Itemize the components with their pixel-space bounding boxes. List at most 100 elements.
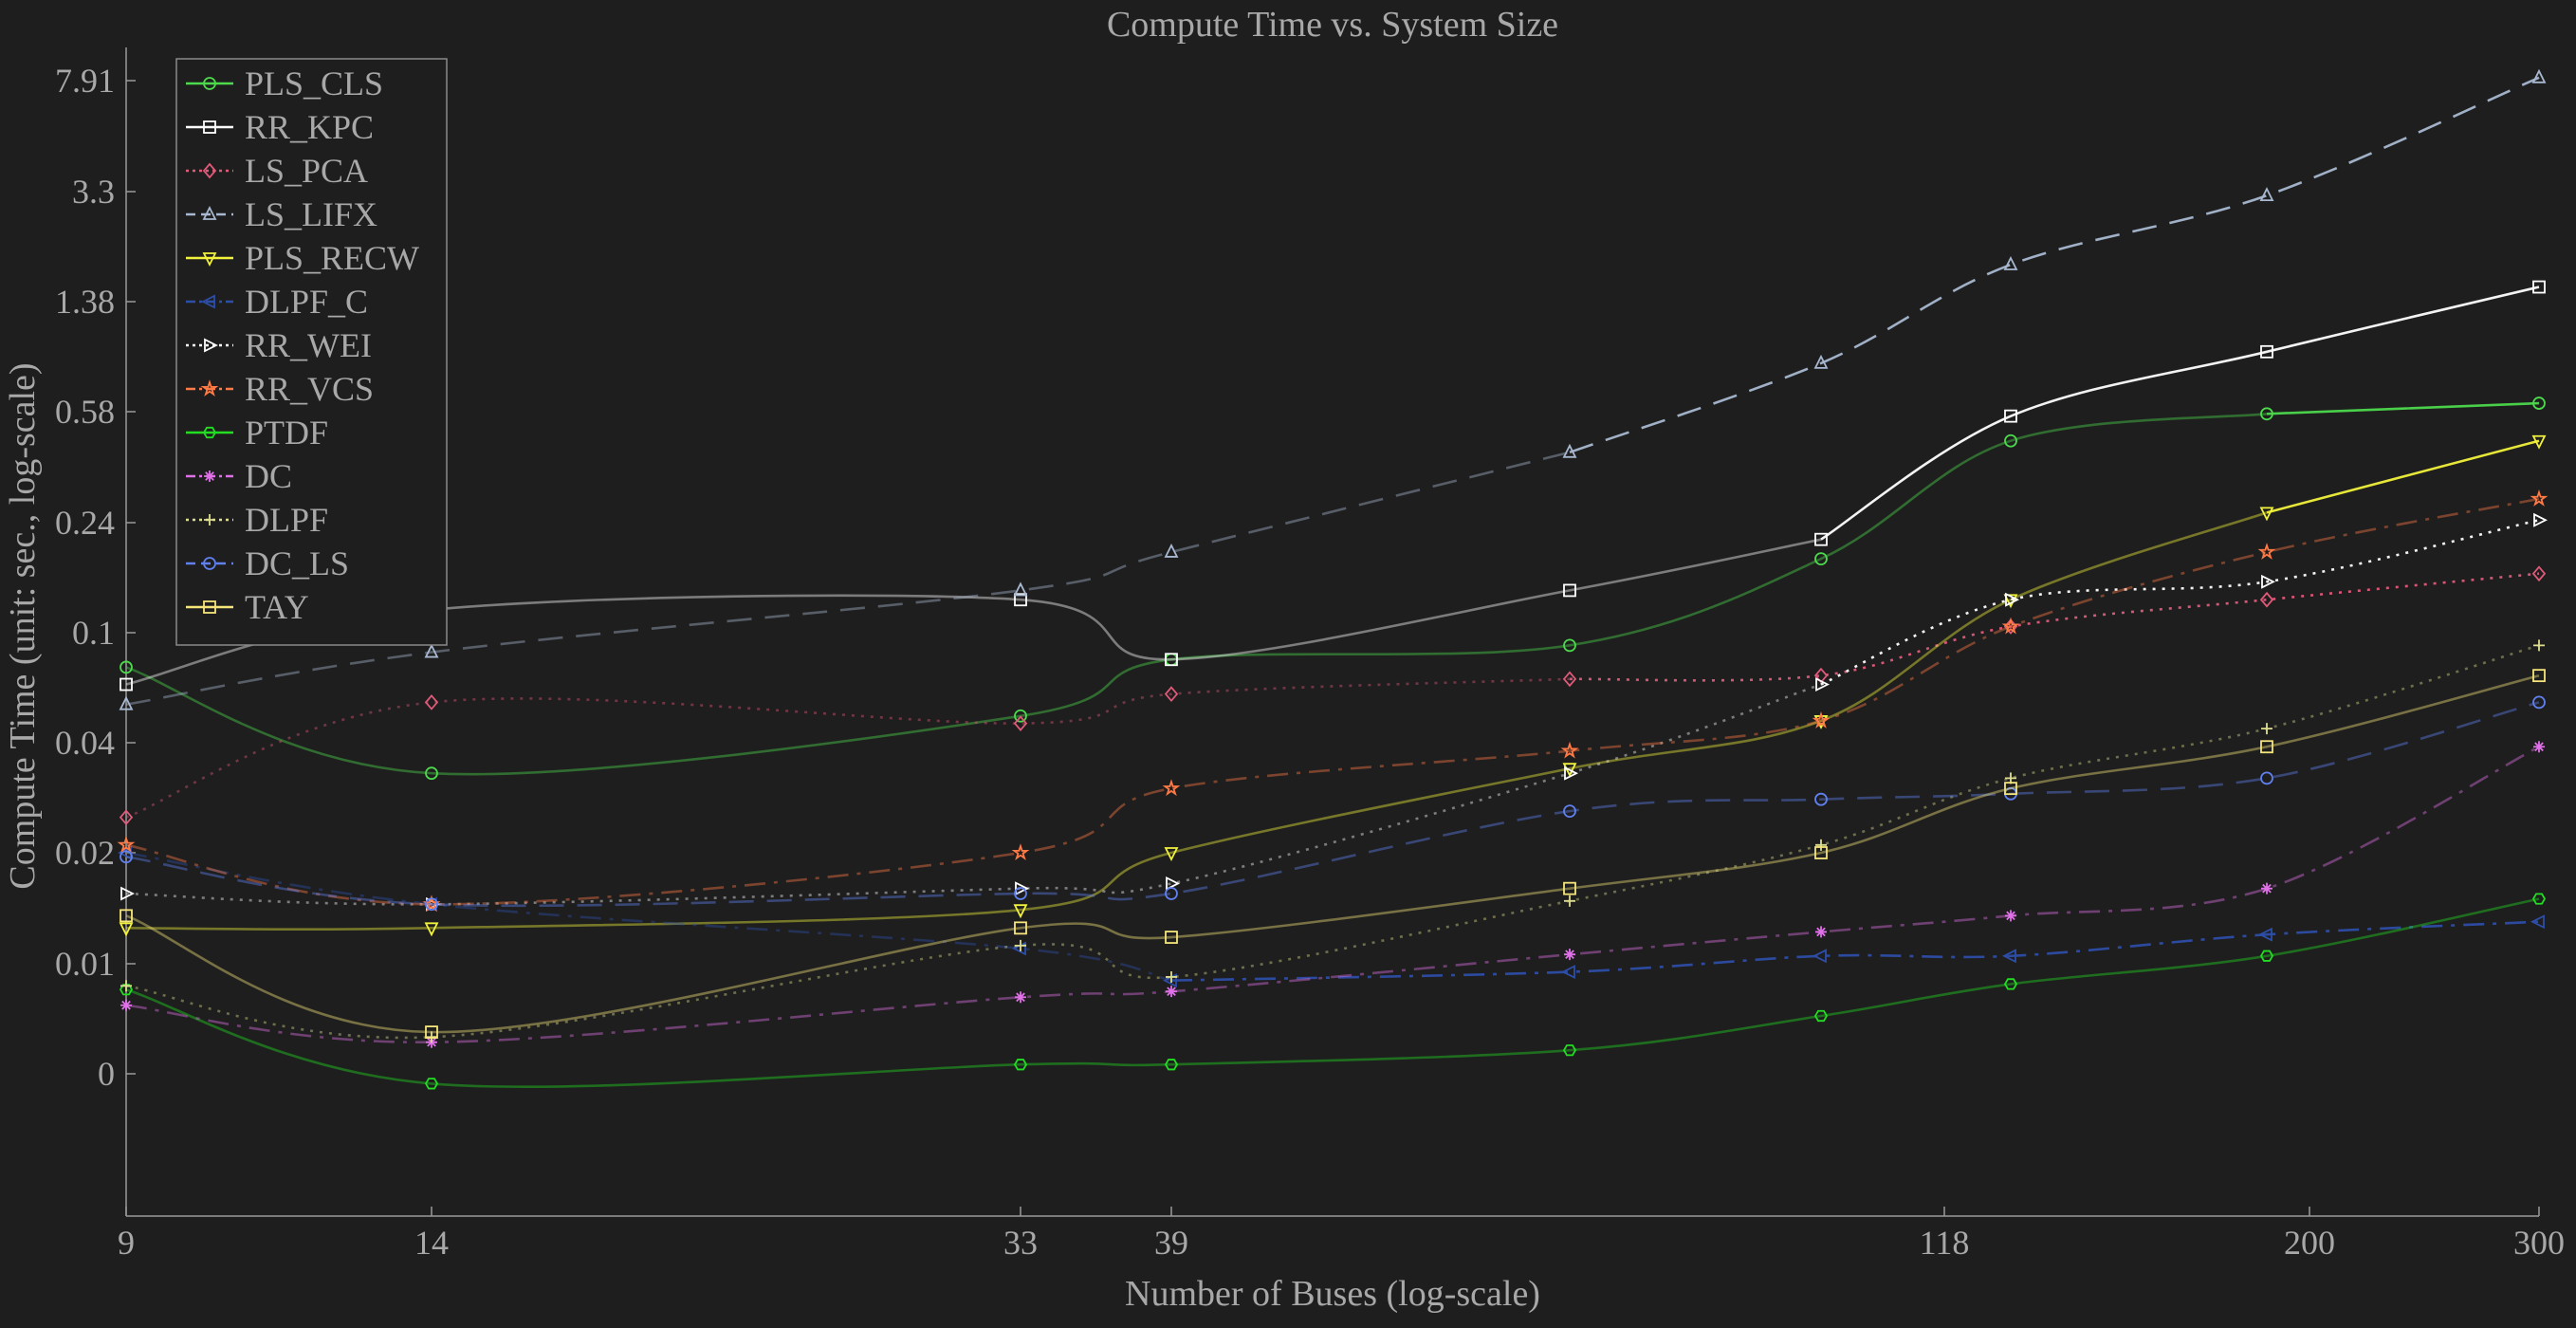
series-tay-point bbox=[2532, 669, 2546, 683]
series-pls-recw bbox=[119, 434, 2547, 937]
series-ls-lifx-point bbox=[2003, 255, 2018, 270]
series-dlpf-c-line-late bbox=[1170, 920, 2540, 982]
x-tick-label: 9 bbox=[118, 1224, 135, 1262]
series-rr-vcs-point bbox=[1011, 843, 1030, 860]
series-pls-cls-point bbox=[2004, 433, 2017, 448]
legend-item: DC bbox=[186, 457, 292, 495]
y-tick-label: 0.1 bbox=[72, 614, 115, 652]
series-rr-wei-point bbox=[1166, 876, 1181, 891]
legend-label: TAY bbox=[245, 588, 309, 626]
series-dc-point bbox=[1564, 949, 1575, 961]
x-tick-label: 14 bbox=[414, 1224, 449, 1262]
series-rr-wei-point bbox=[1815, 677, 1831, 692]
series-pls-cls-point bbox=[1563, 638, 1576, 653]
series-dc-ls-point bbox=[1014, 887, 1027, 900]
series-ptdf-point bbox=[424, 1078, 439, 1090]
series-ptdf-point bbox=[2259, 950, 2274, 962]
legend-marker bbox=[203, 600, 216, 614]
legend-item: DLPF bbox=[186, 501, 328, 539]
series-tay-point bbox=[425, 1025, 438, 1039]
legend-label: RR_WEI bbox=[245, 326, 372, 364]
legend-marker bbox=[202, 426, 217, 439]
series-ptdf-point bbox=[1013, 1059, 1028, 1071]
series-tay-point bbox=[2260, 740, 2273, 754]
series-dc-ls-line-early bbox=[125, 701, 2540, 908]
series-dc-point bbox=[1015, 991, 1026, 1004]
legend-label: DLPF bbox=[245, 501, 328, 539]
series-pls-cls bbox=[120, 397, 2546, 781]
legend-item: RR_KPC bbox=[186, 108, 374, 146]
series-ptdf-point bbox=[1562, 1044, 1577, 1057]
series-tay-point bbox=[2004, 782, 2017, 796]
series-pls-recw-line-late bbox=[2266, 439, 2540, 514]
series-ls-pca-point bbox=[1813, 667, 1829, 684]
series-ls-lifx-line-early bbox=[125, 451, 1571, 706]
y-tick-label: 0.01 bbox=[55, 945, 115, 983]
series-dlpf-point bbox=[2261, 723, 2272, 735]
legend-label: RR_VCS bbox=[245, 370, 374, 408]
series-dlpf-point bbox=[1564, 895, 1575, 907]
series-dc-ls-point bbox=[2260, 771, 2273, 785]
series-ls-pca-point bbox=[1013, 715, 1028, 731]
series-ls-lifx-point bbox=[119, 695, 134, 710]
series-ls-lifx-point bbox=[2531, 68, 2547, 83]
legend-marker bbox=[204, 514, 215, 526]
y-axis-label: Compute Time (unit: sec., log-scale) bbox=[3, 362, 43, 889]
series-tay-point bbox=[120, 909, 133, 923]
series-dc-point bbox=[1815, 926, 1827, 938]
legend-label: RR_KPC bbox=[245, 108, 374, 146]
series-pls-recw-line-early bbox=[125, 511, 2268, 931]
series-ptdf-point bbox=[119, 984, 134, 996]
series-rr-wei-point bbox=[1015, 881, 1030, 896]
legend-label: PLS_CLS bbox=[245, 65, 383, 102]
legend-label: LS_LIFX bbox=[245, 195, 377, 233]
series-ls-pca-point bbox=[1562, 671, 1577, 688]
legend-marker bbox=[203, 77, 216, 90]
series-pls-cls-point bbox=[120, 660, 133, 674]
series-rr-kpc-point bbox=[1165, 653, 1178, 667]
series-pls-recw-point bbox=[2531, 434, 2547, 450]
legend-marker bbox=[200, 294, 215, 309]
series-rr-wei-point bbox=[2261, 574, 2276, 589]
legend-label: PTDF bbox=[245, 414, 328, 452]
series-pls-cls-point bbox=[425, 766, 438, 781]
series-rr-wei-line-early bbox=[125, 683, 1822, 906]
series-rr-kpc-point bbox=[1014, 593, 1027, 607]
y-tick-label: 0.24 bbox=[55, 504, 115, 542]
legend-label: DC bbox=[245, 457, 292, 495]
series-dlpf-point bbox=[1815, 839, 1827, 851]
legend-marker bbox=[204, 470, 215, 482]
series-ls-lifx-point bbox=[424, 643, 439, 658]
series-rr-vcs-point bbox=[2001, 617, 2020, 635]
y-tick-label: 7.91 bbox=[55, 62, 115, 100]
axes: 0 0.01 0.02 0.04 0.1 0.24 0.58 1.38 3.3 7.91 9 14 33… bbox=[55, 47, 2565, 1262]
series-rr-vcs-point bbox=[1812, 711, 1831, 729]
series-dlpf-point bbox=[1015, 939, 1026, 951]
series-ls-lifx-point bbox=[1813, 354, 1829, 369]
series-tay-point bbox=[1165, 931, 1178, 944]
series-ls-lifx-point bbox=[2259, 187, 2274, 201]
series-rr-vcs-point bbox=[2530, 489, 2548, 507]
legend: PLS_CLS RR_KPC LS_PCA LS_LIFX PLS_RECW DLPF_C… bbox=[175, 58, 448, 646]
series-pls-recw-point bbox=[2259, 507, 2274, 522]
legend-marker bbox=[202, 162, 217, 179]
series-rr-kpc-point bbox=[120, 677, 133, 692]
series-dlpf-c-point bbox=[2530, 914, 2545, 930]
legend-item: PLS_RECW bbox=[186, 239, 419, 277]
legend-item: LS_LIFX bbox=[186, 195, 377, 233]
series-ls-lifx-point bbox=[1562, 443, 1577, 458]
series-ls-pca-point bbox=[2531, 565, 2547, 582]
series-pls-cls-line-early bbox=[125, 413, 2268, 776]
series-dc-ls-point bbox=[1814, 792, 1828, 806]
legend-marker bbox=[202, 205, 217, 220]
y-tick-label: 0.58 bbox=[55, 393, 115, 431]
series-dc-line-early bbox=[125, 746, 2540, 1044]
series-dlpf-point bbox=[2533, 639, 2545, 652]
series-dc-ls-point bbox=[1563, 804, 1576, 818]
series-ptdf-point bbox=[2531, 893, 2547, 905]
y-tick-label: 3.3 bbox=[72, 173, 115, 211]
legend-marker bbox=[203, 120, 216, 134]
series-rr-wei-point bbox=[120, 886, 136, 901]
series-ls-pca-point bbox=[2259, 591, 2274, 608]
series-rr-kpc-point bbox=[1563, 583, 1576, 598]
